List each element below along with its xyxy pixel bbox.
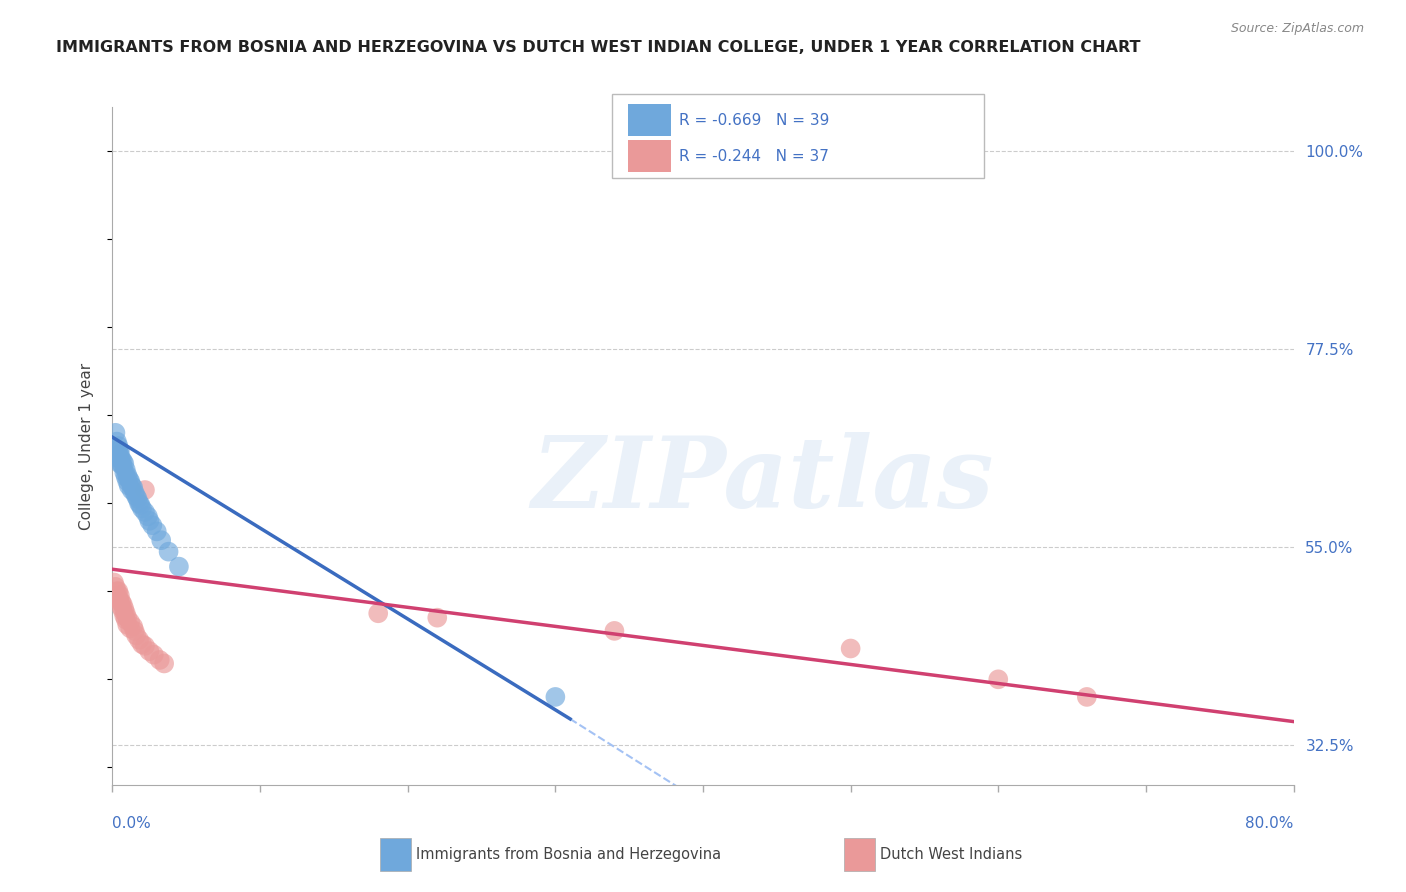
Text: IMMIGRANTS FROM BOSNIA AND HERZEGOVINA VS DUTCH WEST INDIAN COLLEGE, UNDER 1 YEA: IMMIGRANTS FROM BOSNIA AND HERZEGOVINA V…: [56, 40, 1140, 55]
Point: [122, 480, 145, 494]
Point: [107, 591, 129, 606]
Point: [120, 474, 142, 488]
Point: [114, 612, 136, 626]
Point: [114, 463, 136, 477]
Point: [114, 607, 136, 621]
Point: [134, 639, 156, 653]
Point: [108, 452, 131, 467]
Point: [122, 619, 145, 633]
Point: [104, 580, 127, 594]
Point: [603, 624, 626, 638]
Point: [839, 641, 862, 656]
Point: [120, 621, 142, 635]
Point: [121, 483, 143, 497]
Point: [108, 457, 131, 471]
Point: [117, 617, 138, 632]
Point: [110, 452, 132, 467]
Point: [121, 478, 143, 492]
Point: [146, 524, 169, 539]
Point: [149, 653, 172, 667]
Text: Immigrants from Bosnia and Herzegovina: Immigrants from Bosnia and Herzegovina: [416, 847, 721, 862]
Point: [105, 584, 128, 599]
Point: [117, 610, 138, 624]
Text: ZIPatlas: ZIPatlas: [531, 432, 993, 528]
Point: [157, 544, 180, 558]
Point: [107, 584, 129, 599]
Point: [103, 575, 125, 590]
Text: 80.0%: 80.0%: [1246, 816, 1294, 831]
Point: [138, 644, 160, 658]
Point: [129, 498, 152, 512]
Point: [108, 589, 131, 603]
Point: [114, 470, 136, 484]
Point: [110, 600, 132, 615]
Point: [104, 425, 127, 440]
Point: [110, 595, 132, 609]
Point: [987, 673, 1010, 687]
Point: [108, 443, 131, 458]
Point: [138, 514, 160, 528]
Text: 0.0%: 0.0%: [112, 816, 152, 831]
Point: [150, 533, 173, 548]
Text: R = -0.244   N = 37: R = -0.244 N = 37: [679, 149, 830, 163]
Point: [105, 589, 128, 603]
Point: [120, 615, 142, 629]
Point: [112, 608, 135, 623]
Text: Source: ZipAtlas.com: Source: ZipAtlas.com: [1230, 22, 1364, 36]
Point: [117, 468, 138, 483]
Point: [112, 602, 135, 616]
Point: [367, 607, 389, 621]
Point: [117, 474, 138, 488]
Point: [111, 598, 134, 612]
Point: [426, 610, 449, 624]
Point: [167, 559, 190, 574]
Point: [112, 466, 135, 480]
Point: [118, 478, 141, 492]
Point: [141, 518, 163, 533]
Point: [124, 485, 146, 500]
Point: [134, 505, 156, 519]
Point: [131, 637, 153, 651]
Point: [105, 434, 128, 449]
Point: [107, 439, 129, 453]
Point: [142, 648, 165, 662]
Point: [118, 472, 141, 486]
Point: [112, 457, 135, 471]
Point: [128, 632, 150, 647]
Point: [107, 443, 129, 458]
Point: [108, 595, 131, 609]
Point: [125, 628, 148, 642]
Point: [124, 624, 146, 638]
Point: [125, 489, 148, 503]
Point: [1076, 690, 1098, 704]
Point: [153, 657, 176, 671]
Point: [134, 483, 156, 497]
Point: [128, 496, 150, 510]
Point: [111, 604, 134, 618]
Point: [111, 454, 134, 468]
Text: R = -0.669   N = 39: R = -0.669 N = 39: [679, 113, 830, 128]
Text: Dutch West Indians: Dutch West Indians: [880, 847, 1022, 862]
Point: [544, 690, 567, 704]
Point: [108, 448, 131, 462]
Point: [127, 491, 149, 506]
Point: [136, 509, 159, 524]
Point: [111, 459, 134, 474]
Point: [110, 457, 132, 471]
Point: [131, 501, 153, 516]
Y-axis label: College, Under 1 year: College, Under 1 year: [79, 362, 94, 530]
